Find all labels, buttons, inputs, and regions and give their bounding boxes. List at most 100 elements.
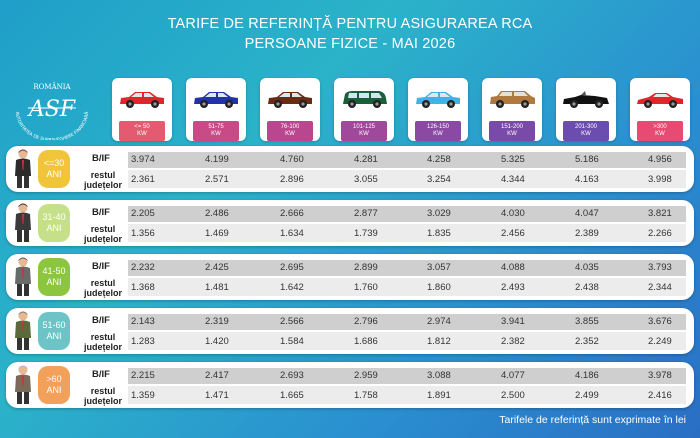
- age-group-row: 31-40 ANI B/IF restul județelor 2.205 2.4…: [0, 200, 700, 246]
- car-icon: [339, 78, 389, 115]
- car-category: 126-150 KW: [408, 78, 468, 142]
- car-category: 201-300 KW: [556, 78, 616, 142]
- rest-value: 1.642: [280, 282, 304, 293]
- rest-value: 3.254: [427, 174, 451, 185]
- bif-label: B/IF: [92, 153, 110, 164]
- bif-value: 2.959: [354, 370, 378, 381]
- bif-value: 4.956: [648, 154, 672, 165]
- car-category: 76-100 KW: [260, 78, 320, 142]
- rest-value: 1.420: [205, 336, 229, 347]
- kw-unit: KW: [211, 131, 221, 137]
- bif-value: 3.088: [427, 370, 451, 381]
- rest-label-line-1: restul: [90, 332, 116, 342]
- kw-badge: 151-200 KW: [489, 121, 535, 141]
- rest-value: 4.163: [575, 174, 599, 185]
- bif-label: B/IF: [92, 315, 110, 326]
- logo-top-text: ROMÂNIA: [33, 82, 71, 91]
- title-line-2: PERSOANE FIZICE - MAI 2026: [244, 36, 456, 52]
- bif-value: 3.057: [427, 262, 451, 273]
- rest-label-line-2: județelor: [83, 342, 122, 352]
- kw-unit: KW: [359, 131, 369, 137]
- person-icon: [12, 310, 34, 352]
- rest-value: 1.835: [427, 228, 451, 239]
- rest-label: restul județelor: [80, 278, 126, 298]
- rest-value: 2.500: [501, 390, 525, 401]
- kw-badge: 101-125 KW: [341, 121, 387, 141]
- age-badge: >60 ANI: [38, 366, 70, 404]
- bif-value: 3.978: [648, 370, 672, 381]
- age-range: 31-40: [42, 212, 66, 222]
- bif-value: 4.281: [354, 154, 378, 165]
- rest-value: 1.471: [205, 390, 229, 401]
- rest-strip: [128, 386, 686, 404]
- car-card: <= 50 KW: [112, 78, 172, 141]
- footer-note: Tarifele de referință sunt exprimate în …: [499, 414, 686, 426]
- car-icon: [265, 78, 315, 115]
- rest-value: 2.499: [575, 390, 599, 401]
- bif-strip: [128, 314, 686, 330]
- bif-value: 2.974: [427, 316, 451, 327]
- bif-value: 4.186: [575, 370, 599, 381]
- kw-badge: 76-100 KW: [267, 121, 313, 141]
- rest-value: 2.344: [648, 282, 672, 293]
- bif-value: 2.666: [280, 208, 304, 219]
- bif-value: 3.676: [648, 316, 672, 327]
- kw-range: 101-125: [352, 124, 376, 130]
- rest-value: 2.382: [501, 336, 525, 347]
- bif-value: 3.793: [648, 262, 672, 273]
- age-unit: ANI: [46, 385, 62, 395]
- age-badge: <=30 ANI: [38, 150, 70, 188]
- car-card: >300 KW: [630, 78, 690, 141]
- rest-value: 2.249: [648, 336, 672, 347]
- bif-value: 2.877: [354, 208, 378, 219]
- bif-value: 4.035: [575, 262, 599, 273]
- bif-value: 4.199: [205, 154, 229, 165]
- kw-range: 151-200: [500, 124, 524, 130]
- rest-value: 1.584: [280, 336, 304, 347]
- car-card: 51-75 KW: [186, 78, 246, 141]
- rest-label-line-1: restul: [90, 170, 116, 180]
- bif-value: 4.030: [501, 208, 525, 219]
- age-group-row: 41-50 ANI B/IF restul județelor 2.232 2.4…: [0, 254, 700, 300]
- kw-unit: KW: [137, 131, 147, 137]
- car-card: 76-100 KW: [260, 78, 320, 141]
- age-range: >60: [46, 374, 62, 384]
- logo-letters: ASF: [27, 97, 76, 122]
- rest-value: 3.998: [648, 174, 672, 185]
- bif-value: 2.486: [205, 208, 229, 219]
- kw-badge: 51-75 KW: [193, 121, 239, 141]
- rest-label-line-2: județelor: [83, 234, 122, 244]
- kw-range: 51-75: [208, 124, 224, 130]
- rest-label-line-1: restul: [90, 278, 116, 288]
- age-unit: ANI: [46, 277, 62, 287]
- rest-value: 1.469: [205, 228, 229, 239]
- bif-value: 2.232: [131, 262, 155, 273]
- rest-label: restul județelor: [80, 224, 126, 244]
- bif-value: 2.899: [354, 262, 378, 273]
- car-icon: [635, 78, 685, 115]
- rest-value: 1.359: [131, 390, 155, 401]
- rest-value: 1.283: [131, 336, 155, 347]
- rest-value: 1.368: [131, 282, 155, 293]
- rest-value: 2.352: [575, 336, 599, 347]
- age-badge: 31-40 ANI: [38, 204, 70, 242]
- car-card: 126-150 KW: [408, 78, 468, 141]
- rest-value: 4.344: [501, 174, 525, 185]
- car-category: 151-200 KW: [482, 78, 542, 142]
- age-group-row: <=30 ANI B/IF restul județelor 3.974 4.19…: [0, 146, 700, 192]
- rest-strip: [128, 278, 686, 296]
- kw-badge: <= 50 KW: [119, 121, 165, 141]
- rest-label: restul județelor: [80, 332, 126, 352]
- bif-value: 3.855: [575, 316, 599, 327]
- rest-value: 2.361: [131, 174, 155, 185]
- age-badge: 41-50 ANI: [38, 258, 70, 296]
- age-range: 41-50: [42, 266, 66, 276]
- bif-value: 2.319: [205, 316, 229, 327]
- rest-value: 3.055: [354, 174, 378, 185]
- bif-value: 2.796: [354, 316, 378, 327]
- rest-value: 1.891: [427, 390, 451, 401]
- rest-value: 1.739: [354, 228, 378, 239]
- car-category: >300 KW: [630, 78, 690, 142]
- bif-value: 4.077: [501, 370, 525, 381]
- kw-unit: KW: [655, 131, 665, 137]
